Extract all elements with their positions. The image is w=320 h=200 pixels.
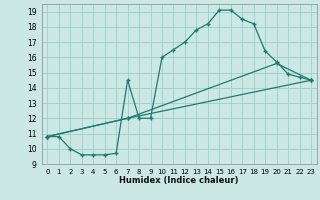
X-axis label: Humidex (Indice chaleur): Humidex (Indice chaleur) xyxy=(119,176,239,185)
